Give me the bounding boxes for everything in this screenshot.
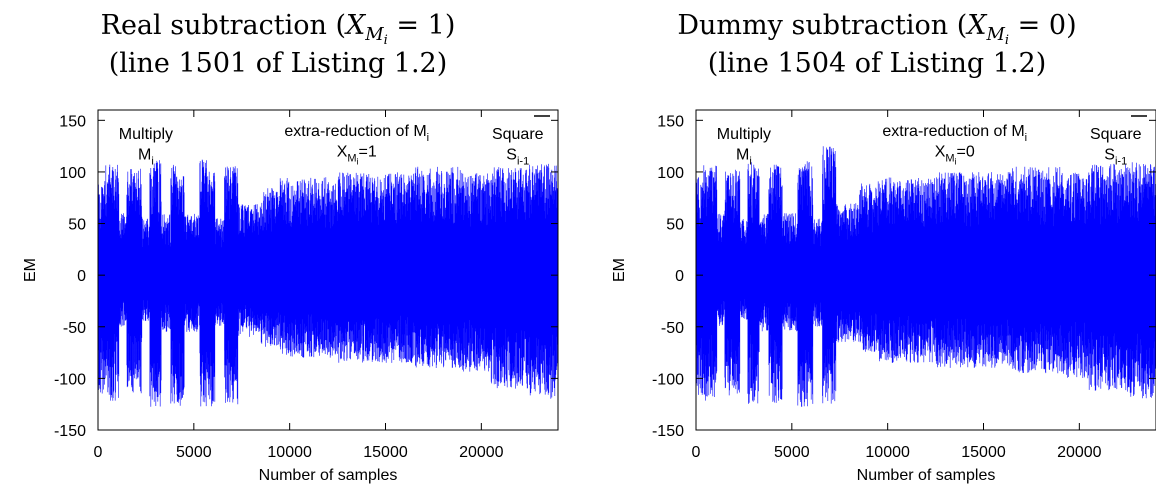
y-tick-label: 50 [666, 217, 684, 234]
y-tick-label: -50 [63, 320, 86, 337]
chart-title-line1: Real subtraction (XMi = 1) [101, 10, 456, 48]
chart-title-line2: (line 1501 of Listing 1.2) [109, 48, 448, 79]
y-tick-label: -50 [661, 320, 684, 337]
x-tick-label: 15000 [961, 444, 1006, 461]
axis-ticks: 0 5000 10000 15000 20000 150 100 50 0 -50 -100 -150 [652, 110, 1156, 461]
y-axis-label: EM [611, 258, 628, 282]
em-trace-line [695, 146, 1156, 407]
annotation-extra-reduction: extra-reduction of Mi [882, 123, 1027, 144]
x-axis-label: Number of samples [259, 467, 398, 484]
annotation-square-operand: Si-1 [506, 147, 529, 168]
annotation-multiply-operand: Mi [736, 147, 752, 168]
x-tick-label: 10000 [267, 444, 312, 461]
axis-ticks: 0 5000 10000 15000 20000 150 100 50 0 -50 -100 -150 [54, 110, 558, 461]
x-tick-label: 20000 [1057, 444, 1102, 461]
x-tick-label: 0 [94, 444, 103, 461]
plot-area [97, 159, 559, 407]
plot-frame [695, 109, 1156, 431]
x-tick-label: 15000 [363, 444, 408, 461]
chart-panel-real-subtraction: Real subtraction (XMi = 1) (line 1501 of… [22, 10, 559, 484]
annotation-multiply-operand: Mi [138, 147, 154, 168]
y-tick-label: 0 [77, 268, 86, 285]
annotation-square: Square [492, 126, 544, 143]
y-tick-label: 150 [59, 113, 86, 130]
y-tick-label: -100 [652, 371, 684, 388]
annotation-multiply: Multiply [119, 126, 173, 143]
chart-panel-dummy-subtraction: Dummy subtraction (XMi = 0) (line 1504 o… [611, 10, 1156, 484]
em-trace-line [97, 159, 559, 407]
x-tick-label: 0 [692, 444, 701, 461]
x-tick-label: 5000 [774, 444, 810, 461]
plot-area [695, 146, 1156, 407]
x-tick-label: 10000 [865, 444, 910, 461]
y-tick-label: 150 [657, 113, 684, 130]
annotation-multiply: Multiply [717, 126, 771, 143]
annotation-extra-reduction-condition: XMi=1 [337, 143, 377, 166]
x-tick-label: 20000 [459, 444, 504, 461]
x-axis-label: Number of samples [857, 467, 996, 484]
plot-frame [97, 109, 559, 431]
x-tick-label: 5000 [176, 444, 212, 461]
annotation-square: Square [1090, 126, 1142, 143]
y-tick-label: 100 [59, 165, 86, 182]
y-tick-label: -150 [652, 423, 684, 440]
chart-title-line1: Dummy subtraction (XMi = 0) [677, 10, 1076, 48]
y-tick-label: -100 [54, 371, 86, 388]
annotation-square-operand: Si-1 [1104, 147, 1127, 168]
annotation-extra-reduction-condition: XMi=0 [935, 143, 975, 166]
y-tick-label: 100 [657, 165, 684, 182]
annotations: Multiply Mi extra-reduction of Mi XMi=0 … [717, 123, 1142, 168]
y-tick-label: -150 [54, 423, 86, 440]
y-axis-label: EM [22, 258, 39, 282]
annotation-extra-reduction: extra-reduction of Mi [284, 123, 429, 144]
y-tick-label: 0 [675, 268, 684, 285]
chart-title-line2: (line 1504 of Listing 1.2) [708, 48, 1047, 79]
annotations: Multiply Mi extra-reduction of Mi XMi=1 … [119, 123, 544, 168]
y-tick-label: 50 [68, 217, 86, 234]
